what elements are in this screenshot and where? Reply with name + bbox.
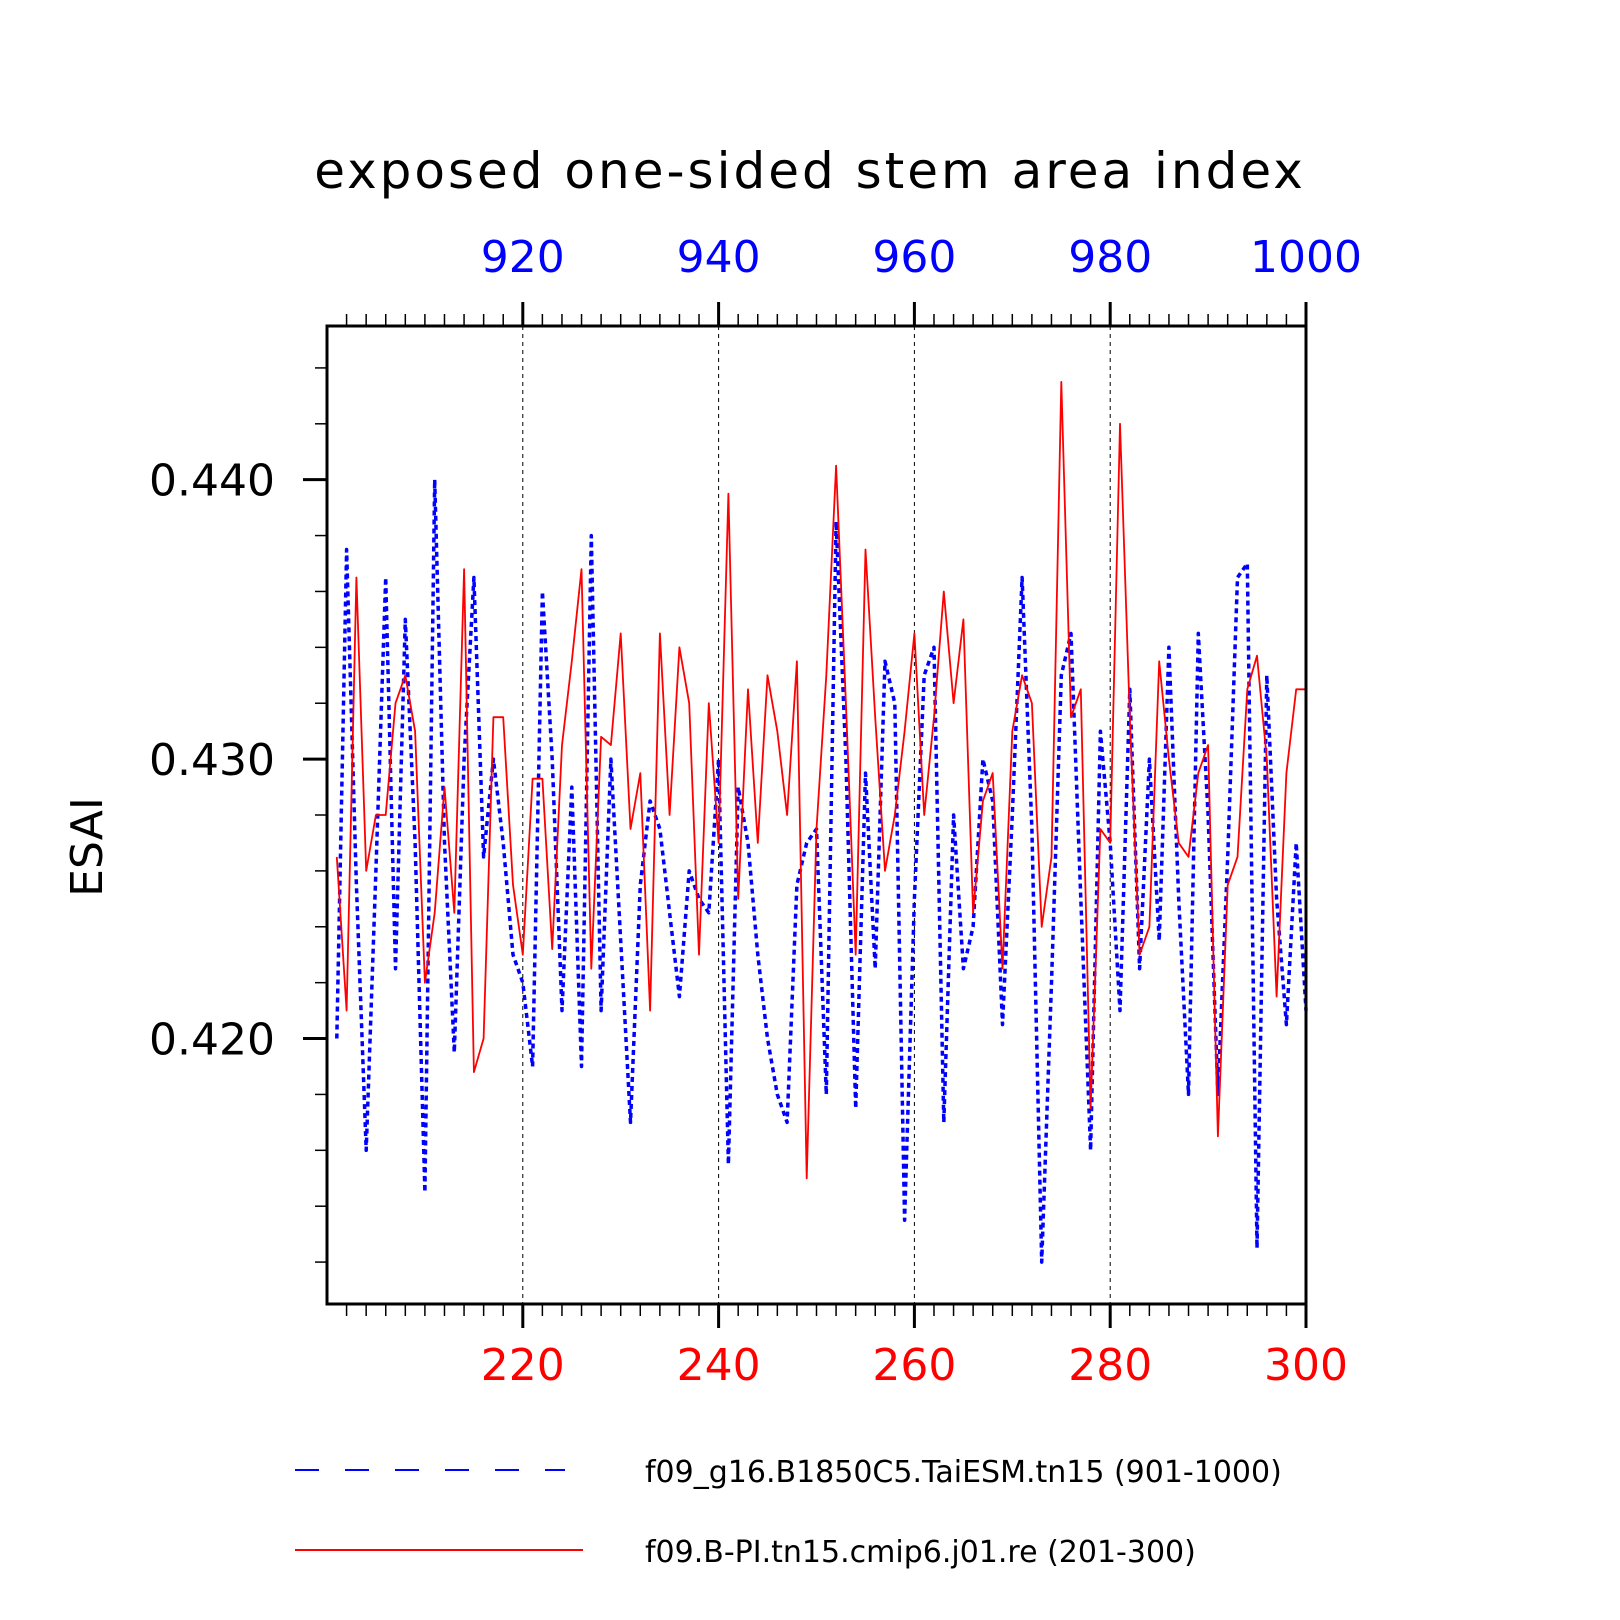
x-bottom-tick-label-220: 220: [481, 1340, 565, 1391]
legend: f09_g16.B1850C5.TaiESM.tn15 (901-1000) f…: [295, 1455, 1282, 1570]
x-top-tick-label-940: 940: [677, 232, 761, 283]
x-top-tick-label-980: 980: [1068, 232, 1152, 283]
x-top-tick-label-960: 960: [872, 232, 956, 283]
tick-labels: 220 240 260 280 300 920 940 960 980 1000 0.420 0.43…: [149, 232, 1362, 1391]
legend-label-taiesm: f09_g16.B1850C5.TaiESM.tn15 (901-1000): [645, 1455, 1282, 1490]
x-bottom-tick-label-260: 260: [872, 1340, 956, 1391]
axis-ticks: [303, 302, 1308, 1328]
x-bottom-tick-label-300: 300: [1264, 1340, 1348, 1391]
series-layer: [335, 380, 1308, 1264]
x-top-tick-label-920: 920: [481, 232, 565, 283]
x-top-tick-label-1000: 1000: [1250, 232, 1362, 283]
y-tick-label-2: 0.440: [149, 456, 275, 507]
chart-title: exposed one-sided stem area index: [314, 142, 1306, 200]
x-bottom-tick-label-240: 240: [677, 1340, 761, 1391]
y-tick-label-1: 0.430: [149, 735, 275, 786]
x-bottom-tick-label-280: 280: [1068, 1340, 1152, 1391]
legend-label-cmip6: f09.B-PI.tn15.cmip6.j01.re (201-300): [645, 1535, 1196, 1570]
series-line-1: [335, 380, 1306, 1180]
series-line-0: [335, 477, 1308, 1264]
y-tick-label-0: 0.420: [149, 1015, 275, 1066]
y-axis-label: ESAI: [62, 797, 113, 897]
